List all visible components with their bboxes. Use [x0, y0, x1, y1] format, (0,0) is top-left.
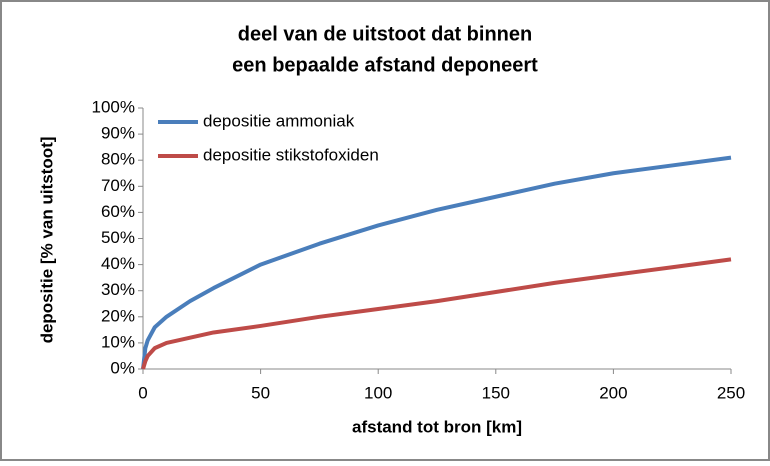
- series-line: [141, 257, 732, 370]
- y-tick-label: 10%: [101, 332, 135, 351]
- x-tick-label: 250: [717, 383, 745, 402]
- x-tick-label: 50: [251, 383, 270, 402]
- y-tick-label: 0%: [110, 358, 135, 377]
- series-line: [141, 155, 732, 370]
- y-tick-label: 30%: [101, 280, 135, 299]
- y-tick-label: 20%: [101, 306, 135, 325]
- y-tick-label: 50%: [101, 228, 135, 247]
- y-tick-label: 70%: [101, 176, 135, 195]
- x-tick-label: 200: [599, 383, 627, 402]
- x-axis-label: afstand tot bron [km]: [352, 417, 522, 436]
- x-tick-label: 150: [482, 383, 510, 402]
- chart-title: een bepaalde afstand deponeert: [232, 54, 538, 76]
- legend-label: depositie ammoniak: [203, 111, 355, 130]
- y-axis-label: depositie [% van uitstoot]: [37, 137, 56, 344]
- y-tick-label: 100%: [92, 97, 135, 116]
- x-tick-label: 0: [138, 383, 147, 402]
- legend-label: depositie stikstofoxiden: [203, 145, 379, 164]
- y-tick-label: 40%: [101, 254, 135, 273]
- x-tick-label: 100: [364, 383, 392, 402]
- y-tick-label: 90%: [101, 124, 135, 143]
- chart-title: deel van de uitstoot dat binnen: [238, 23, 532, 45]
- y-tick-label: 80%: [101, 150, 135, 169]
- y-tick-label: 60%: [101, 202, 135, 221]
